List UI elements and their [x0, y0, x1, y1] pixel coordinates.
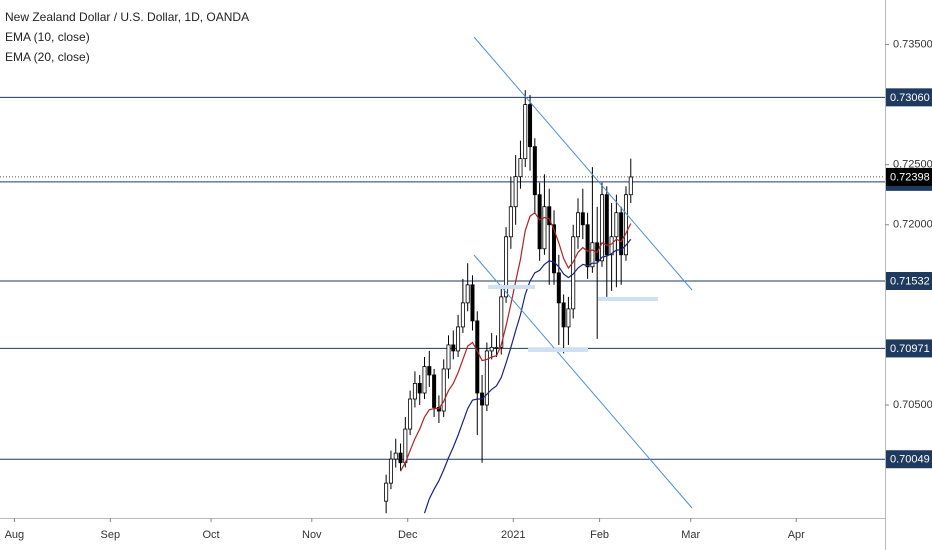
- candle-body: [513, 176, 518, 208]
- x-tick-label: Oct: [202, 529, 219, 541]
- candle-body: [417, 382, 422, 394]
- level-label: 0.70971: [890, 343, 930, 355]
- level-label-bg: [886, 450, 932, 469]
- candle-body: [451, 344, 456, 352]
- zone: [598, 297, 658, 301]
- candle-body: [446, 344, 451, 370]
- level-label: 0.71532: [890, 275, 930, 287]
- y-tick-label: 0.70500: [893, 399, 932, 411]
- candle-body: [427, 366, 432, 376]
- x-tick-label: Apr: [788, 529, 805, 541]
- last-price-label: 0.72398: [890, 171, 930, 183]
- candle-body: [441, 368, 446, 412]
- level-label: 0.73060: [890, 92, 930, 104]
- candle-body: [566, 308, 571, 328]
- candle-body: [456, 326, 461, 352]
- candle-body: [547, 206, 552, 226]
- candle-body: [599, 194, 604, 262]
- level-label: 0.70049: [890, 454, 930, 466]
- plot: [0, 90, 885, 514]
- candle-body: [518, 158, 523, 178]
- candle-body: [499, 296, 504, 348]
- candle-body: [585, 224, 590, 268]
- candle-body: [604, 194, 609, 256]
- y-tick-label: 0.72000: [893, 219, 932, 231]
- candle-body: [561, 302, 566, 328]
- candle-body: [388, 458, 393, 484]
- ema-line: [399, 211, 632, 472]
- candle-body: [489, 346, 494, 352]
- candle-body: [590, 242, 595, 268]
- candle-body: [422, 366, 427, 394]
- candle-body: [528, 104, 533, 148]
- x-tick-label: Nov: [302, 529, 322, 541]
- candle-body: [508, 206, 513, 238]
- chart-title: New Zealand Dollar / U.S. Dollar, 1D, OA…: [5, 10, 249, 24]
- x-tick-label: Aug: [5, 529, 25, 541]
- trend-line: [473, 254, 693, 509]
- last-price-bg: [886, 167, 932, 186]
- candle-body: [494, 346, 499, 349]
- candle-body: [556, 272, 561, 304]
- candle-body: [412, 382, 417, 400]
- legend-entry: EMA (10, close): [5, 30, 90, 44]
- trend-line: [473, 36, 693, 291]
- candle-body: [465, 284, 470, 304]
- candle-body: [393, 452, 398, 460]
- candle-body: [609, 236, 614, 256]
- x-tick-label: Mar: [681, 529, 700, 541]
- x-tick-label: Dec: [398, 529, 418, 541]
- zone: [488, 285, 535, 289]
- candle-body: [475, 320, 480, 394]
- candle-body: [628, 176, 633, 196]
- x-tick-label: 2021: [501, 529, 525, 541]
- candle-body: [542, 206, 547, 250]
- candle-body: [504, 236, 509, 298]
- y-tick-label: 0.72500: [893, 159, 932, 171]
- zone: [528, 348, 588, 352]
- candle-body: [408, 398, 413, 430]
- x-tick-label: Feb: [590, 529, 609, 541]
- candle-body: [614, 212, 619, 238]
- candle-body: [552, 224, 557, 274]
- candle-body: [436, 407, 441, 412]
- y-tick-label: 0.73500: [893, 38, 932, 50]
- candle-body: [537, 194, 542, 250]
- candle-body: [619, 212, 624, 256]
- candle-body: [398, 452, 403, 464]
- candle-body: [523, 104, 528, 160]
- candle-body: [576, 212, 581, 238]
- level-label-bg: [886, 88, 932, 107]
- candle-body: [403, 428, 408, 464]
- candle-body: [484, 350, 489, 406]
- candle-body: [470, 284, 475, 322]
- level-label-bg: [886, 339, 932, 358]
- level-label-bg: [886, 271, 932, 290]
- candle-body: [432, 374, 437, 408]
- legend-entry: EMA (20, close): [5, 50, 90, 64]
- candle-body: [384, 482, 389, 502]
- candle-body: [460, 302, 465, 328]
- x-tick-label: Sep: [101, 529, 121, 541]
- candle-body: [580, 212, 585, 226]
- candle-body: [623, 194, 628, 256]
- candle-body: [532, 146, 537, 196]
